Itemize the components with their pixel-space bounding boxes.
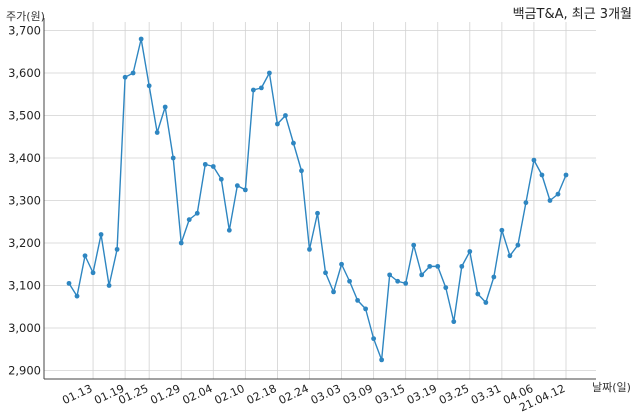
data-point xyxy=(178,240,184,246)
data-point xyxy=(323,270,328,276)
data-point xyxy=(363,306,368,312)
data-point xyxy=(138,36,144,42)
data-point xyxy=(114,246,120,252)
x-tick-label: 02.24 xyxy=(277,382,311,407)
y-tick-label: 3,100 xyxy=(8,279,41,293)
data-point xyxy=(146,83,152,89)
data-point xyxy=(419,272,425,278)
data-point xyxy=(443,285,449,291)
data-point xyxy=(347,278,352,284)
grid xyxy=(44,22,596,379)
x-tick-labels: 01.1301.1901.2501.2902.0402.1002.1802.24… xyxy=(60,382,567,414)
data-point xyxy=(403,280,409,286)
data-point xyxy=(515,242,521,248)
data-point xyxy=(491,274,497,280)
chart-title: 백금T&A, 최근 3개월 xyxy=(513,7,632,22)
x-tick-label: 02.10 xyxy=(213,382,247,407)
data-point xyxy=(507,253,513,259)
x-tick-label: 03.31 xyxy=(469,382,503,407)
data-point xyxy=(275,121,280,127)
data-point xyxy=(315,210,320,216)
data-point xyxy=(483,300,489,305)
data-point xyxy=(467,249,473,254)
data-point xyxy=(218,176,224,182)
data-point xyxy=(242,187,248,193)
data-point xyxy=(435,263,441,269)
data-point xyxy=(122,74,128,80)
data-point xyxy=(395,278,401,284)
y-tick-label: 2,900 xyxy=(8,364,41,378)
x-tick-label: 03.03 xyxy=(309,382,343,407)
x-tick-label: 03.19 xyxy=(405,382,439,407)
axes xyxy=(43,18,596,380)
data-point xyxy=(339,261,344,267)
data-point xyxy=(451,319,457,325)
data-point xyxy=(371,336,377,342)
data-point xyxy=(291,140,296,146)
data-point xyxy=(355,297,360,303)
data-point xyxy=(427,263,433,269)
y-tick-label: 3,000 xyxy=(8,321,41,335)
y-tick-labels: 2,900 3,000 3,100 3,200 3,300 3,400 3,500 3,600… xyxy=(8,24,41,378)
data-point xyxy=(170,155,176,161)
x-tick-label: 03.25 xyxy=(437,382,471,407)
data-point xyxy=(186,217,192,223)
y-tick-label: 3,200 xyxy=(8,236,41,250)
series xyxy=(66,36,569,363)
x-tick-label: 01.13 xyxy=(60,382,94,407)
data-point xyxy=(98,232,104,237)
data-point xyxy=(194,210,200,216)
data-point xyxy=(130,70,136,76)
x-tick-label: 02.18 xyxy=(245,382,279,407)
data-point xyxy=(299,168,304,174)
y-axis-label: 주가(원) xyxy=(6,10,45,23)
data-point xyxy=(226,227,232,233)
data-point xyxy=(459,263,465,269)
data-point xyxy=(475,291,481,297)
data-point xyxy=(523,200,529,206)
data-point xyxy=(307,246,312,252)
data-point xyxy=(154,130,160,135)
data-point xyxy=(74,293,80,299)
x-tick-label: 02.04 xyxy=(181,382,215,407)
data-point xyxy=(531,157,537,163)
data-point xyxy=(283,113,288,118)
x-tick-label: 01.29 xyxy=(148,382,182,407)
y-tick-label: 3,300 xyxy=(8,194,41,208)
data-point xyxy=(202,161,208,167)
data-point xyxy=(539,172,545,178)
data-point xyxy=(387,272,393,278)
data-point xyxy=(258,85,264,91)
data-point xyxy=(331,289,336,295)
data-point xyxy=(563,172,569,178)
x-axis-label: 날짜(일) xyxy=(592,380,631,394)
data-point xyxy=(234,183,240,189)
data-point xyxy=(555,191,561,197)
y-tick-label: 3,600 xyxy=(8,66,41,80)
data-point xyxy=(411,242,417,248)
data-point xyxy=(162,104,168,110)
data-point xyxy=(499,227,505,233)
data-point xyxy=(106,283,112,288)
data-point xyxy=(66,280,72,286)
data-point xyxy=(250,87,256,93)
y-tick-label: 3,400 xyxy=(8,151,41,165)
series-line xyxy=(68,38,567,361)
data-point xyxy=(267,70,272,76)
data-point xyxy=(82,253,88,259)
data-point xyxy=(379,357,385,363)
x-tick-label: 03.15 xyxy=(373,382,407,407)
y-tick-label: 3,700 xyxy=(8,24,41,38)
data-point xyxy=(210,164,216,169)
data-point xyxy=(547,198,553,203)
x-tick-label: 03.09 xyxy=(341,382,375,407)
data-point xyxy=(90,270,96,276)
y-tick-label: 3,500 xyxy=(8,109,41,123)
